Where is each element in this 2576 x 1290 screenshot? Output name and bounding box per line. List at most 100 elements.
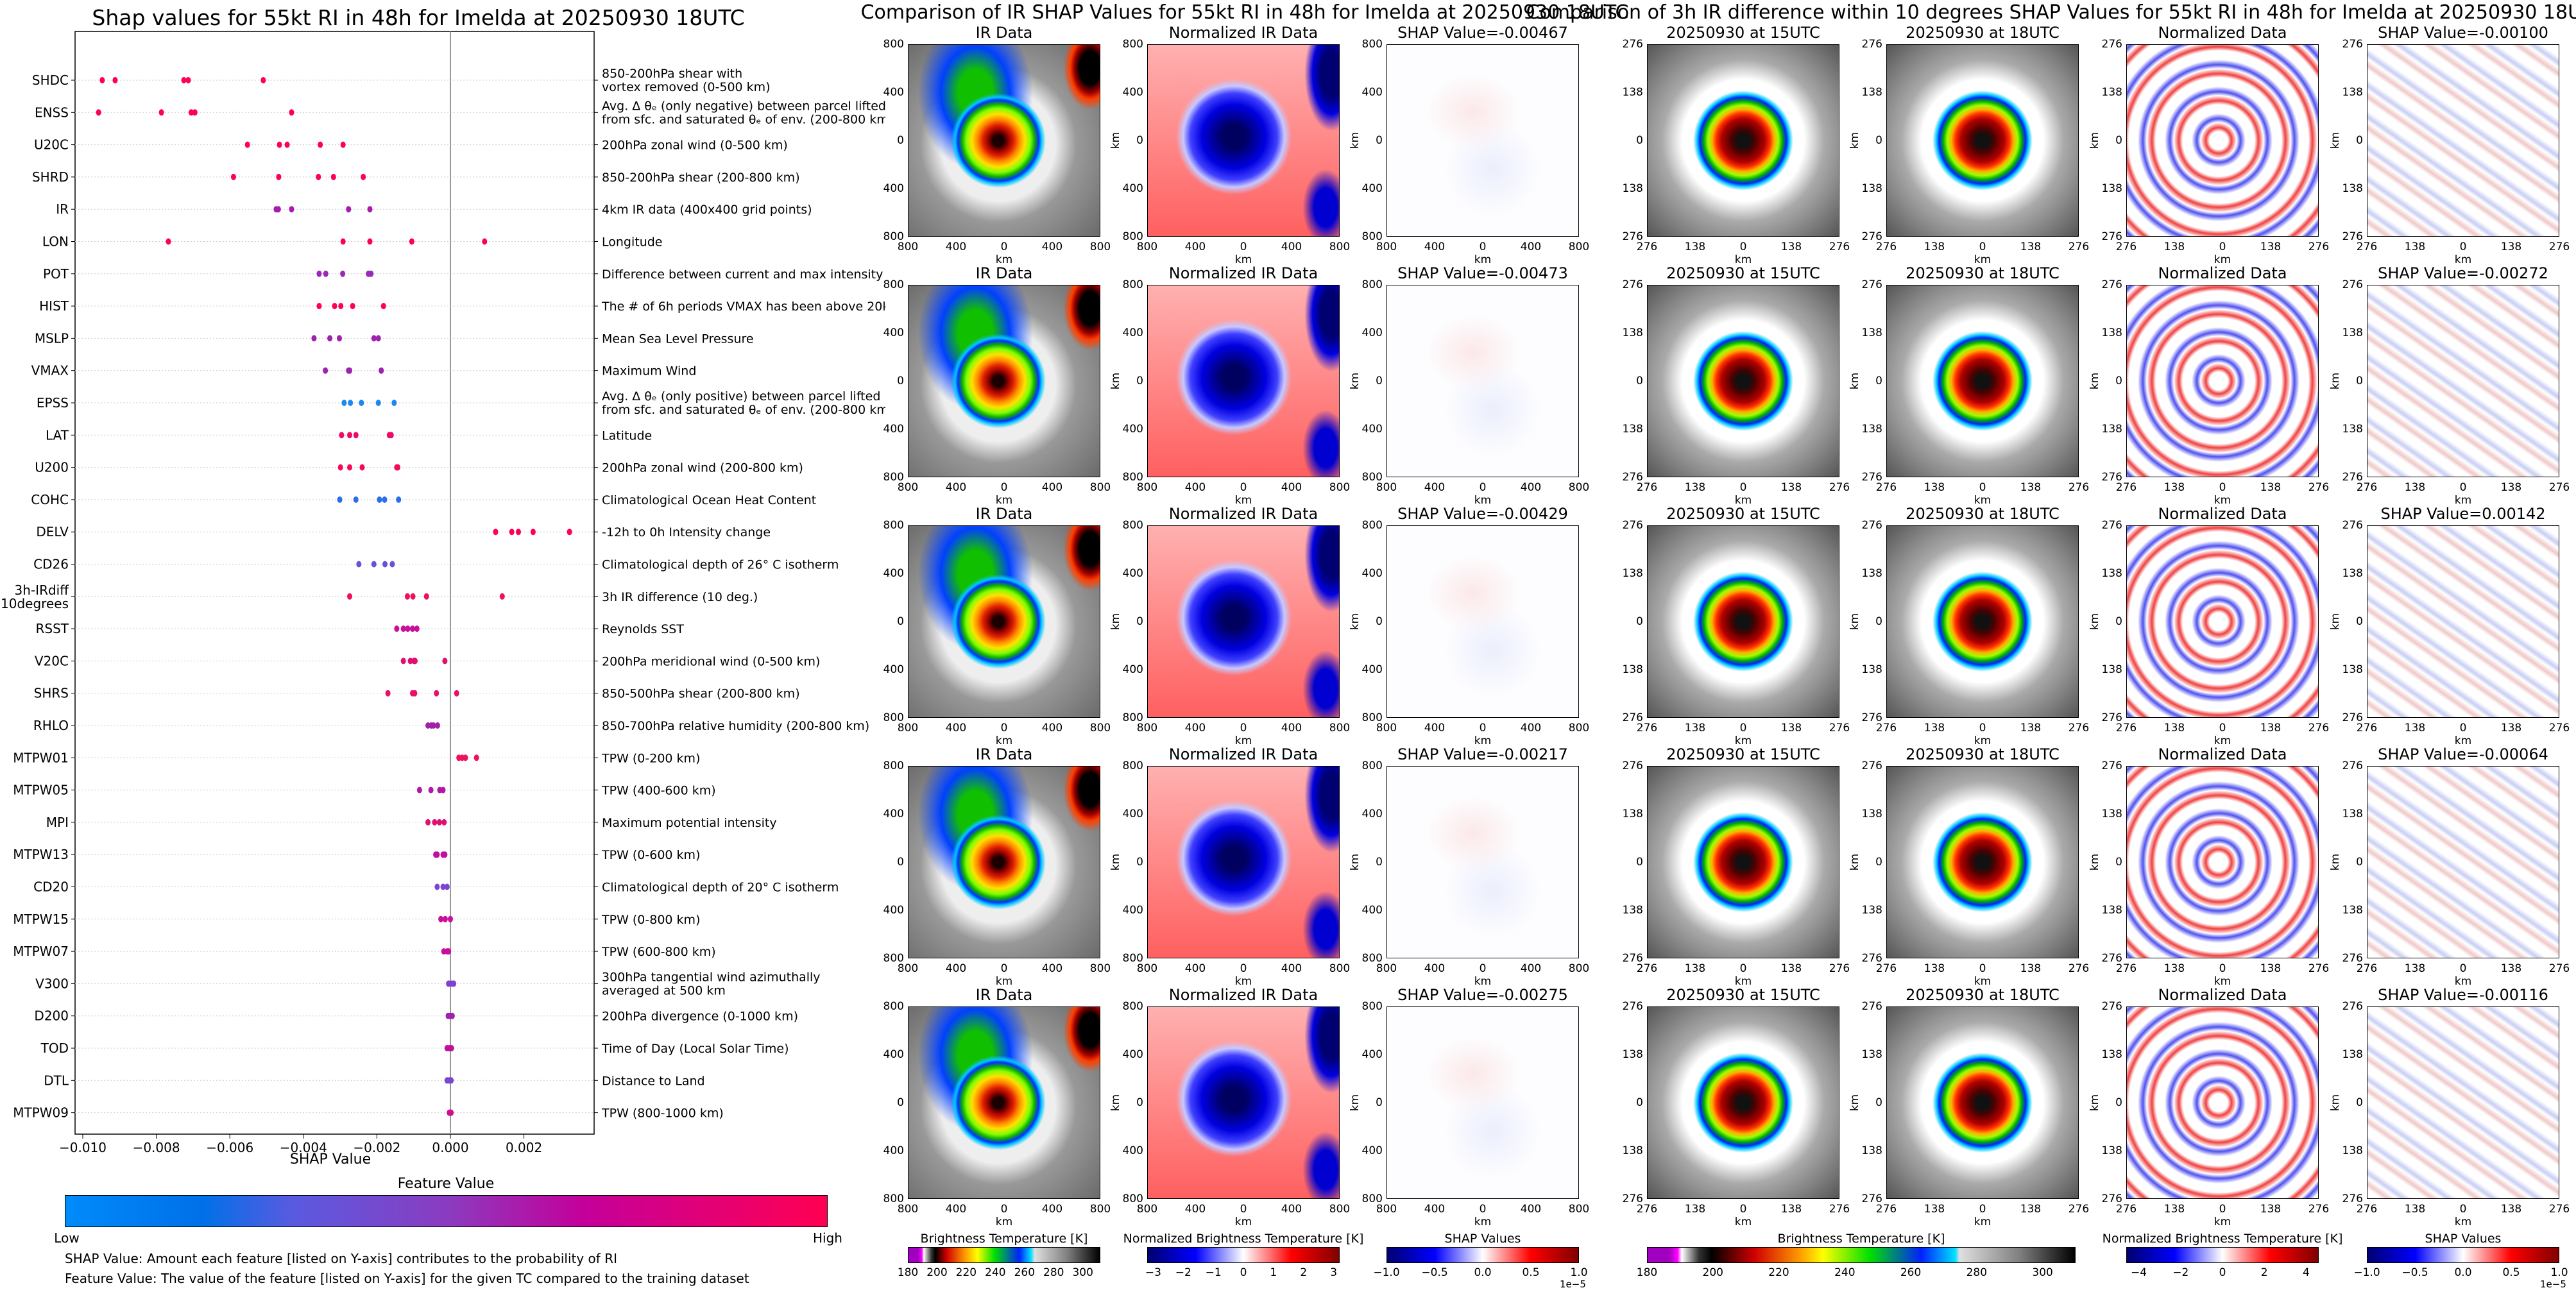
x-tick-label: 400 [945,962,967,975]
normalized-ir-data-panel [1147,44,1340,237]
y-tick-label: 138 [2342,1144,2363,1157]
y-tick-label: 800 [1122,519,1143,532]
shap-point [451,980,457,987]
ir-18utc-panel [1886,44,2079,237]
x-tick-label: 400 [1424,722,1446,734]
colorbar-title: Normalized Brightness Temperature [K] [1123,1232,1364,1246]
x-tick-label: 800 [1568,1203,1590,1216]
x-tick-label: 800 [1089,241,1111,253]
y-tick-label: 276 [2342,519,2363,532]
x-tick-label: 138 [2500,962,2522,975]
colorbar-tick-label: −0.5 [2401,1266,2428,1279]
x-tick-label: 0 [2219,241,2226,253]
y-tick-label: 400 [883,86,904,99]
x-axis-label: km [2454,975,2472,988]
feature-label: D200 [34,1008,69,1024]
y-tick-label: 276 [2342,952,2363,965]
y-tick-label: 138 [2101,86,2122,99]
y-tick-label: 138 [1622,86,1643,99]
feature-description: TPW (600-800 km) [601,945,716,959]
feature-label: SHRD [32,169,69,185]
y-tick-label: 0 [1376,134,1383,147]
colorbar-tick-label: −1.0 [2353,1266,2380,1279]
y-tick-label: 400 [1361,663,1383,676]
feature-description: 850-200hPa shear (200-800 km) [602,171,800,185]
shap-value-title: SHAP Value=-0.00217 [1397,745,1568,763]
y-tick-label: 400 [883,808,904,820]
shap-point [338,303,344,310]
shap-prefix: SHAP Value= [2378,745,2479,763]
x-tick-label: 276 [2308,1203,2330,1216]
panel-title: IR Data [975,264,1033,282]
ir-data-panel [908,525,1100,718]
x-tick-label: 276 [2308,722,2330,734]
feature-label: MSLP [35,330,69,346]
colorbar [908,1247,1100,1263]
shap-prefix: SHAP Value= [1397,264,1499,282]
y-axis-label: km [1848,853,1862,871]
y-tick-label: 276 [2101,711,2122,724]
y-tick-label: 276 [1861,952,1882,965]
y-tick-label: 138 [2101,808,2122,820]
colorbar-tick-label: −2 [1175,1266,1191,1279]
y-tick-label: 0 [1136,856,1143,869]
shap-prefix: SHAP Value= [1397,986,1499,1004]
panel-title: 20250930 at 18UTC [1906,505,2060,523]
y-tick-label: 400 [883,904,904,917]
x-tick-label: 400 [1041,1203,1063,1216]
y-tick-label: 0 [1136,1096,1143,1109]
x-tick-label: 276 [2548,962,2570,975]
shap-prefix: SHAP Value= [1397,24,1499,42]
panel-title: Normalized IR Data [1168,986,1318,1004]
shap-point [425,819,431,826]
x-tick-label: 400 [1281,962,1302,975]
x-tick-label: 400 [1424,241,1446,253]
shap-value: 0.00142 [2482,505,2546,523]
x-tick-label: 276 [2068,962,2090,975]
y-tick-label: 400 [883,327,904,339]
x-tick-label: 276 [1829,962,1850,975]
shap-point [356,561,362,568]
shap-value-title: SHAP Value=-0.00429 [1397,505,1568,523]
x-tick-label: 138 [2260,962,2282,975]
ir-group-title: Comparison of IR SHAP Values for 55kt RI… [860,1,1629,24]
feature-description: Distance to Land [602,1074,705,1088]
y-tick-label: 400 [883,1144,904,1157]
x-tick-label: 0 [1240,722,1247,734]
shap-point [444,883,450,890]
y-axis-label: km [1109,613,1123,631]
y-tick-label: 0 [2115,856,2122,869]
colorbar-tick-label: −1.0 [1373,1266,1400,1279]
colorbar-tick-label: 280 [1966,1266,1988,1279]
x-tick-label: 0 [2219,1203,2226,1216]
shap-chart-title: Shap values for 55kt RI in 48h for Imeld… [92,5,745,30]
x-tick-label: 276 [1875,241,1897,253]
y-tick-label: 0 [1376,615,1383,628]
shap-point [414,625,420,632]
y-tick-label: 138 [2342,182,2363,195]
x-tick-label: 138 [2260,481,2282,494]
y-tick-label: 0 [1636,1096,1643,1109]
x-tick-label: 276 [2068,1203,2090,1216]
x-tick-label: 138 [2404,962,2426,975]
panel-title: 20250930 at 18UTC [1906,24,2060,42]
x-axis-label: km [995,494,1013,507]
feature-description: Avg. Δ θₑ (only negative) between parcel… [602,99,885,126]
y-tick-label: 138 [1861,1144,1882,1157]
x-axis-label: km [1974,494,1992,507]
shap-point [367,206,373,213]
shap-point [434,883,440,890]
x-tick-label: 138 [1923,481,1945,494]
shap-point [316,303,322,310]
y-tick-label: 138 [1622,1048,1643,1061]
normalized-ir-data-panel [1147,766,1340,958]
colorbar-tick-label: 280 [1043,1266,1064,1279]
y-tick-label: 400 [1122,423,1143,436]
feature-label: VMAX [31,363,69,378]
shap-point [359,400,364,406]
y-axis-label: km [2329,853,2342,871]
x-tick-label: 138 [1684,481,1706,494]
feature-description: TPW (0-800 km) [601,913,700,927]
normalized-ir-data-panel [1147,285,1340,477]
feature-label: TOD [40,1040,69,1056]
